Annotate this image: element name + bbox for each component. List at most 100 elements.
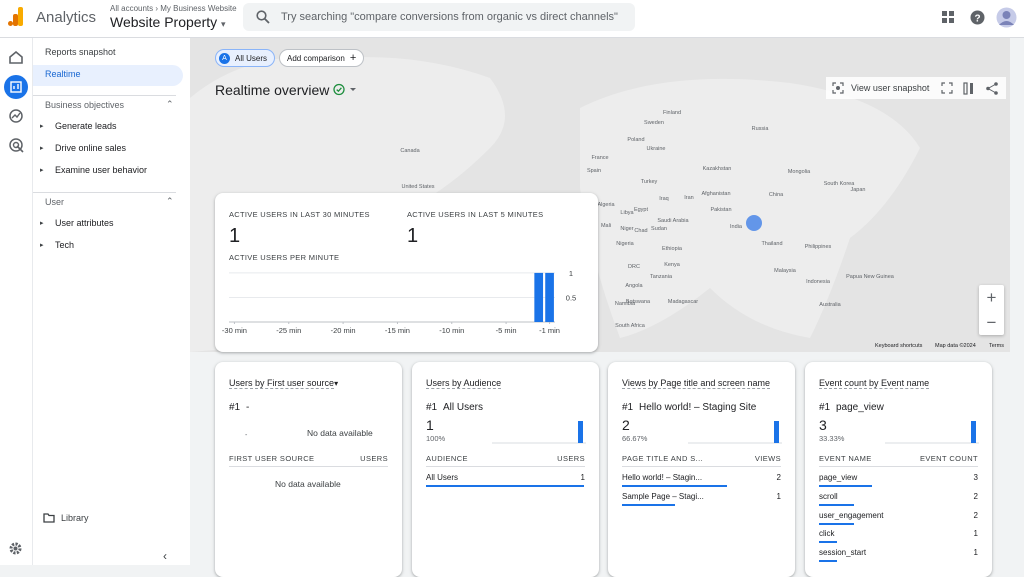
x-tick-label: -10 min [439,326,464,335]
card-dimension[interactable]: by First user source [255,378,335,389]
map-label: South Korea [824,181,856,187]
map-label: India [730,224,743,230]
overview-card: ACTIVE USERS IN LAST 30 MINUTES 1 ACTIVE U… [215,193,598,352]
map-label: Poland [627,137,644,143]
top-share: 66.67% [622,434,648,443]
help-icon[interactable]: ? [970,10,985,25]
row-label[interactable]: scroll [819,491,838,501]
row-label[interactable]: page_view [819,473,858,482]
row-bar [622,503,675,506]
row-label[interactable]: Sample Page – Stagi... [622,491,704,501]
rank: #1 [426,402,438,413]
snapshot-icon [832,82,844,94]
row-label[interactable]: session_start [819,548,867,558]
row-label[interactable]: click [819,529,835,539]
card-metric[interactable]: Event count [819,378,867,389]
property-selector[interactable]: Website Property ▾ [110,14,226,30]
section-title[interactable]: User [45,197,65,207]
nav-item[interactable]: Examine user behavior [55,165,148,175]
card-title[interactable]: Event count by Event name [819,378,930,389]
top-item: - [246,402,250,413]
map-label: Botswana [626,299,651,305]
report-card: Views by Page title and screen name #1 Hel… [608,362,795,577]
map-tool-icons[interactable] [941,82,1003,95]
comparison-chip[interactable]: A All Users [215,49,276,67]
map-label: Philippines [805,244,832,250]
app-name: Analytics [36,9,97,26]
map-label: United States [401,184,434,190]
nav-item[interactable]: Generate leads [55,121,117,131]
title-status[interactable] [333,83,359,96]
stat-label: ACTIVE USERS IN LAST 30 MINUTES [229,210,370,219]
card-metric[interactable]: Users [426,378,450,389]
section-title[interactable]: Business objectives [45,100,125,110]
card-metric[interactable]: Users [229,378,253,389]
map-label: Finland [663,110,681,116]
x-tick-label: -5 min [496,326,517,335]
collapse-button[interactable]: ‹ [163,549,167,563]
card-dimension[interactable]: by Event name [869,378,930,389]
map-label: Kazakhstan [703,166,732,172]
view-user-snapshot[interactable]: View user snapshot [851,83,930,93]
stat-label: ACTIVE USERS IN LAST 5 MINUTES [407,210,543,219]
map-label: Mongolia [788,169,811,175]
add-comparison[interactable]: Add comparison + [279,49,365,67]
nav-item[interactable]: Tech [55,240,75,250]
property-name[interactable]: Website Property [110,14,218,30]
user-location[interactable] [746,215,762,231]
row-label[interactable]: All Users [426,473,459,482]
apps-icon[interactable] [941,10,955,24]
map-label: Tanzania [650,274,673,280]
section-divider [33,95,176,96]
row-bar [819,560,837,563]
zoom-controls[interactable]: + − [979,285,1004,335]
card-metric[interactable]: Views [622,378,646,389]
no-data: No data available [275,479,341,489]
card-dimension[interactable]: by Audience [452,378,502,389]
card-title[interactable]: Users by First user source▾ [229,378,339,389]
map-label: Sudan [651,226,667,232]
top-share: 100% [426,434,446,443]
rank: #1 [819,402,831,413]
column-header: EVENT NAME [819,454,872,463]
top-value: 2 [622,417,630,433]
map-label: DRC [628,264,640,270]
card-title[interactable]: Users by Audience [426,378,502,389]
explore-icon[interactable] [9,109,23,123]
library-link[interactable]: Library [61,513,89,523]
sidebar: Library ‹ Reports snapshot Realtime Busine… [33,38,190,565]
map-label: Sweden [644,120,664,126]
nav-item[interactable]: User attributes [55,218,114,228]
map-label: Saudi Arabia [657,218,689,224]
breadcrumb-account[interactable]: All accounts [110,4,154,13]
avatar[interactable] [996,7,1017,28]
section-chevron[interactable]: ⌃ [166,99,174,109]
row-label[interactable]: user_engagement [819,510,884,520]
breadcrumb[interactable]: All accounts › My Business Website [110,4,237,13]
settings-icon[interactable] [8,541,23,556]
nav-item[interactable]: Drive online sales [55,143,127,153]
nav-item[interactable]: Realtime [45,69,81,79]
map-label: Nigeria [616,241,634,247]
search-box[interactable]: Try searching "compare conversions from … [243,3,635,31]
nav-item[interactable]: Reports snapshot [45,47,116,57]
x-tick-label: -25 min [276,326,301,335]
breadcrumb-site[interactable]: My Business Website [160,4,237,13]
map-label: Russia [752,126,770,132]
row-value: 2 [973,491,978,501]
x-tick-label: -1 min [539,326,560,335]
map-label: Iran [684,195,693,201]
reports-icon[interactable] [4,75,28,99]
card-dimension[interactable]: by Page title and screen name [648,378,770,389]
land [580,78,920,338]
map-label: Namibia [615,301,636,307]
row-label[interactable]: Hello world! – Stagin... [622,473,703,482]
sparkline [885,421,979,444]
section-chevron[interactable]: ⌃ [166,196,174,206]
card-title[interactable]: Views by Page title and screen name [622,378,770,389]
home-icon[interactable] [9,51,23,64]
map-label: Iraq [659,196,668,202]
report-card: Users by First user source▾ #1- No data av… [215,362,402,577]
stat-value: 1 [407,225,418,247]
advertising-icon[interactable] [9,138,24,153]
